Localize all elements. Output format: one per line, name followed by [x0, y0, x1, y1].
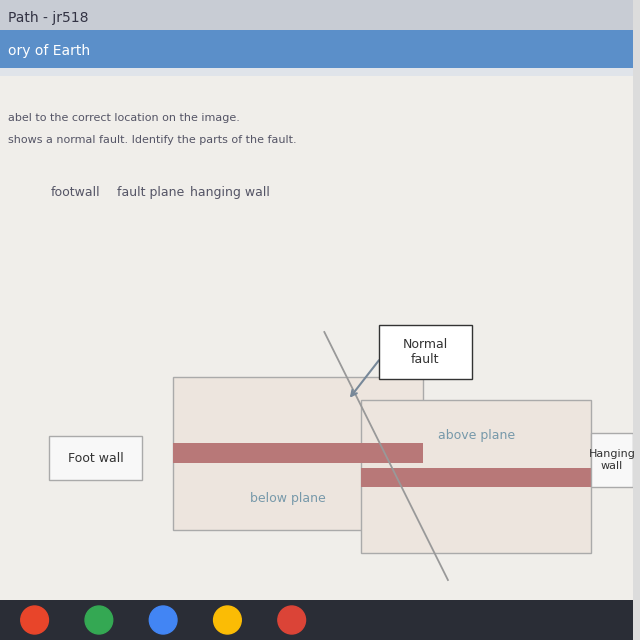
FancyBboxPatch shape: [361, 400, 591, 553]
Text: above plane: above plane: [438, 429, 515, 442]
Text: Foot wall: Foot wall: [68, 451, 124, 465]
Circle shape: [278, 606, 305, 634]
Text: hanging wall: hanging wall: [190, 186, 269, 198]
FancyBboxPatch shape: [49, 436, 142, 480]
FancyBboxPatch shape: [0, 0, 633, 30]
Text: fault plane: fault plane: [117, 186, 184, 198]
FancyBboxPatch shape: [173, 377, 423, 530]
Text: abel to the correct location on the image.: abel to the correct location on the imag…: [8, 113, 240, 123]
FancyBboxPatch shape: [361, 468, 591, 487]
Circle shape: [20, 606, 49, 634]
Circle shape: [214, 606, 241, 634]
Text: ory of Earth: ory of Earth: [8, 44, 90, 58]
Text: footwall: footwall: [51, 186, 100, 198]
FancyBboxPatch shape: [173, 443, 423, 463]
FancyBboxPatch shape: [0, 30, 633, 68]
Circle shape: [149, 606, 177, 634]
FancyBboxPatch shape: [0, 68, 633, 76]
Text: Hanging
wall: Hanging wall: [589, 449, 636, 471]
Text: Path - jr518: Path - jr518: [8, 11, 88, 25]
FancyBboxPatch shape: [379, 325, 472, 379]
Text: below plane: below plane: [250, 492, 326, 504]
FancyBboxPatch shape: [0, 600, 633, 640]
Text: Normal
fault: Normal fault: [403, 338, 448, 366]
FancyBboxPatch shape: [591, 433, 633, 487]
Text: shows a normal fault. Identify the parts of the fault.: shows a normal fault. Identify the parts…: [8, 135, 296, 145]
Circle shape: [85, 606, 113, 634]
